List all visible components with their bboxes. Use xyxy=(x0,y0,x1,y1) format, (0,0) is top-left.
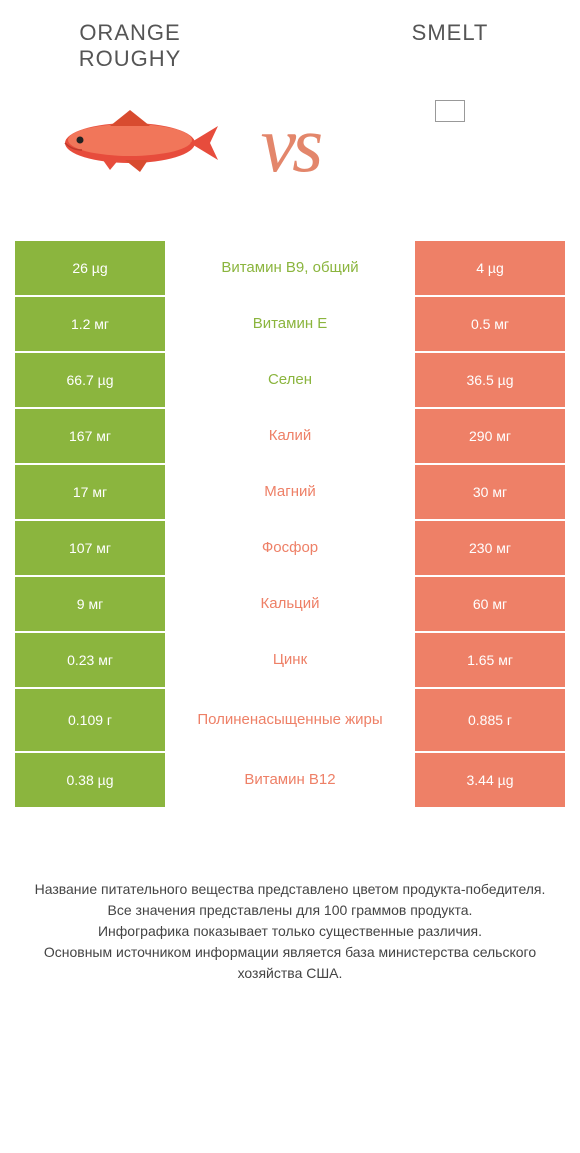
left-value: 107 мг xyxy=(15,521,165,575)
right-value: 3.44 µg xyxy=(415,753,565,807)
right-value: 290 мг xyxy=(415,409,565,463)
nutrient-row: 66.7 µgСелен36.5 µg xyxy=(15,353,565,409)
fish-icon xyxy=(40,98,220,178)
nutrient-row: 26 µgВитамин B9, общий4 µg xyxy=(15,241,565,297)
left-value: 66.7 µg xyxy=(15,353,165,407)
nutrient-label: Фосфор xyxy=(165,521,415,575)
left-product: Orange roughy xyxy=(30,20,230,188)
right-value: 60 мг xyxy=(415,577,565,631)
right-value: 1.65 мг xyxy=(415,633,565,687)
nutrient-label: Витамин B9, общий xyxy=(165,241,415,295)
right-value: 30 мг xyxy=(415,465,565,519)
nutrient-label: Витамин E xyxy=(165,297,415,351)
nutrient-row: 0.109 гПолиненасыщенные жиры0.885 г xyxy=(15,689,565,753)
right-value: 4 µg xyxy=(415,241,565,295)
left-value: 17 мг xyxy=(15,465,165,519)
comparison-header: Orange roughy vs Smelt xyxy=(0,0,580,191)
nutrient-row: 0.38 µgВитамин B123.44 µg xyxy=(15,753,565,809)
nutrient-row: 107 мгФосфор230 мг xyxy=(15,521,565,577)
placeholder-icon xyxy=(435,100,465,122)
nutrient-label: Витамин B12 xyxy=(165,753,415,807)
left-value: 0.23 мг xyxy=(15,633,165,687)
footer-line: Название питательного вещества представл… xyxy=(20,879,560,900)
nutrient-label: Кальций xyxy=(165,577,415,631)
footer-line: Все значения представлены для 100 граммо… xyxy=(20,900,560,921)
right-product: Smelt xyxy=(350,20,550,161)
nutrient-label: Магний xyxy=(165,465,415,519)
left-product-title: Orange roughy xyxy=(30,20,230,73)
vs-label: vs xyxy=(261,100,320,191)
left-value: 0.109 г xyxy=(15,689,165,751)
left-value: 1.2 мг xyxy=(15,297,165,351)
right-value: 0.885 г xyxy=(415,689,565,751)
right-product-image xyxy=(350,61,550,161)
left-value: 9 мг xyxy=(15,577,165,631)
nutrient-label: Цинк xyxy=(165,633,415,687)
left-value: 0.38 µg xyxy=(15,753,165,807)
nutrient-table: 26 µgВитамин B9, общий4 µg1.2 мгВитамин … xyxy=(15,241,565,809)
nutrient-row: 1.2 мгВитамин E0.5 мг xyxy=(15,297,565,353)
footer-line: Инфографика показывает только существенн… xyxy=(20,921,560,942)
right-value: 230 мг xyxy=(415,521,565,575)
footer-notes: Название питательного вещества представл… xyxy=(0,879,580,984)
vs-separator: vs xyxy=(230,20,350,191)
nutrient-label: Полиненасыщенные жиры xyxy=(165,689,415,751)
left-product-image xyxy=(30,88,230,188)
left-value: 26 µg xyxy=(15,241,165,295)
nutrient-label: Калий xyxy=(165,409,415,463)
nutrient-label: Селен xyxy=(165,353,415,407)
nutrient-row: 9 мгКальций60 мг xyxy=(15,577,565,633)
left-value: 167 мг xyxy=(15,409,165,463)
right-value: 0.5 мг xyxy=(415,297,565,351)
nutrient-row: 17 мгМагний30 мг xyxy=(15,465,565,521)
nutrient-row: 0.23 мгЦинк1.65 мг xyxy=(15,633,565,689)
footer-line: Основным источником информации является … xyxy=(20,942,560,984)
right-value: 36.5 µg xyxy=(415,353,565,407)
right-product-title: Smelt xyxy=(350,20,550,46)
nutrient-row: 167 мгКалий290 мг xyxy=(15,409,565,465)
